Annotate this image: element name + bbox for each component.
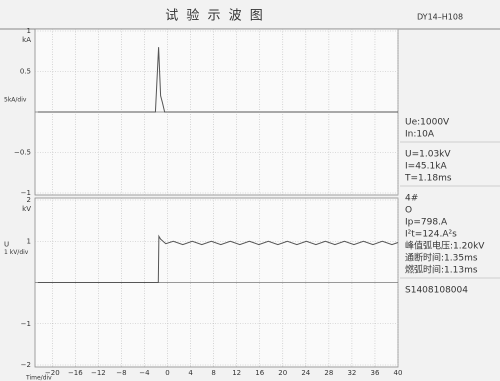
- info-line: 峰值弧电压:1.20kV: [405, 240, 485, 252]
- info-line: In:10A: [405, 130, 435, 140]
- trace: [37, 234, 399, 283]
- info-line: 燃弧时间:1.13ms: [405, 264, 478, 276]
- info-line: Ip=798.A: [405, 218, 448, 228]
- x-axis-label: Time/div: [25, 375, 52, 381]
- x-tick-label: −4: [139, 369, 150, 377]
- scale-label: 1 kV/div: [4, 249, 29, 256]
- unit-label: kV: [22, 205, 31, 213]
- y-tick-label: 0.5: [20, 68, 31, 76]
- info-line: Ue:1000V: [405, 118, 450, 128]
- y-tick-label: −1: [21, 320, 31, 328]
- y-tick-label: 2: [27, 196, 31, 204]
- info-line: I²t=124.A²s: [405, 230, 457, 240]
- page-title: 试 验 示 波 图: [165, 8, 265, 24]
- y-tick-label: −1: [21, 189, 31, 197]
- info-line: 4#: [405, 194, 418, 204]
- x-tick-label: 32: [347, 369, 356, 377]
- x-tick-label: 12: [232, 369, 241, 377]
- info-line: U=1.03kV: [405, 150, 451, 160]
- x-tick-label: 8: [211, 369, 215, 377]
- x-tick-label: 36: [370, 369, 379, 377]
- x-tick-label: 0: [165, 369, 169, 377]
- x-tick-label: 24: [301, 369, 310, 377]
- trace: [37, 47, 398, 113]
- x-tick-label: 40: [394, 369, 403, 377]
- x-tick-label: −16: [68, 369, 83, 377]
- unit-label: kA: [22, 36, 31, 44]
- scale-label: 5kA/div: [4, 97, 27, 104]
- y-tick-label: 1: [27, 237, 31, 245]
- x-tick-label: −8: [116, 369, 126, 377]
- x-tick-label: 16: [255, 369, 264, 377]
- info-line: S1408108004: [405, 286, 468, 296]
- info-line: T=1.18ms: [404, 174, 452, 184]
- y-tick-label: −0.5: [14, 149, 31, 157]
- x-tick-label: 20: [278, 369, 287, 377]
- x-tick-label: −20: [45, 369, 60, 377]
- info-line: O: [405, 206, 412, 216]
- x-tick-label: −12: [91, 369, 106, 377]
- page-code: DY14–H108: [417, 13, 463, 22]
- x-tick-label: 28: [324, 369, 333, 377]
- y-tick-label: −2: [21, 361, 31, 369]
- y-tick-label: 1: [27, 27, 31, 35]
- x-tick-label: 4: [188, 369, 193, 377]
- info-line: I=45.1kA: [405, 162, 447, 172]
- axis-label: U: [4, 241, 9, 249]
- info-line: 通断时间:1.35ms: [405, 252, 478, 264]
